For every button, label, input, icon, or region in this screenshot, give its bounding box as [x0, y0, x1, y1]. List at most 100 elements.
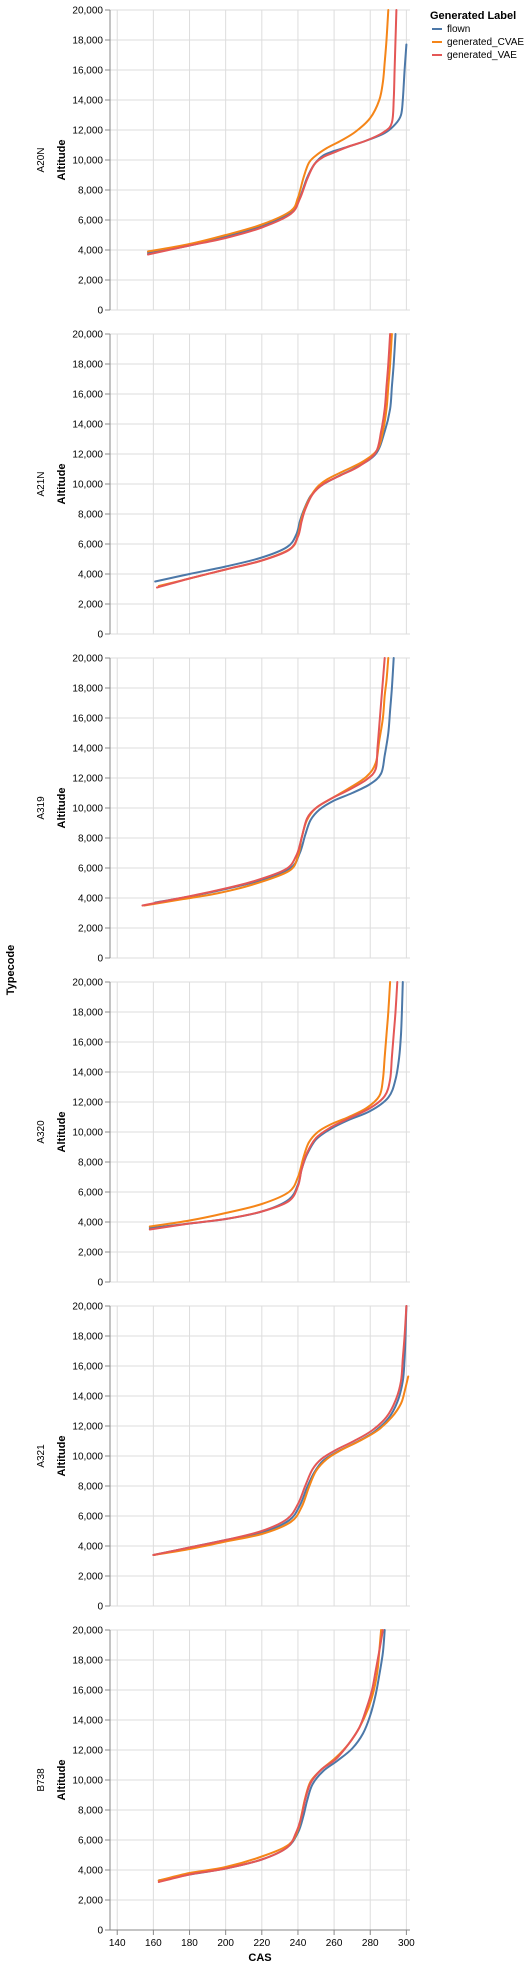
- series-group: [154, 333, 397, 589]
- y-tick-label: 18,000: [72, 684, 103, 695]
- y-tick-label: 0: [97, 954, 103, 965]
- y-tick-label: 12,000: [72, 450, 103, 461]
- facet-label: B738: [36, 1768, 47, 1792]
- y-tick-label: 2,000: [78, 924, 103, 935]
- y-tick-label: 20,000: [72, 6, 103, 17]
- series-group: [147, 9, 408, 256]
- series-line-generated_CVAE: [147, 9, 390, 253]
- y-tick-label: 14,000: [72, 744, 103, 755]
- facet-a319: 0 2,000 4,000 6,000 8,000 10,000 12,000 14,000 1…: [36, 654, 410, 965]
- series-line-generated_CVAE: [148, 981, 392, 1228]
- grid: [110, 981, 410, 1283]
- series-line-generated_VAE: [148, 981, 399, 1231]
- y-tick-label: 6,000: [78, 1188, 103, 1199]
- y-tick-label: 10,000: [72, 1452, 103, 1463]
- x-tick-label: 260: [326, 1938, 343, 1949]
- y-axis-title: Altitude: [56, 1112, 68, 1153]
- grid: [110, 657, 410, 959]
- y-tick-label: 2,000: [78, 1572, 103, 1583]
- y-tick-label: 12,000: [72, 126, 103, 137]
- y-tick-label: 20,000: [72, 978, 103, 989]
- y-tick-label: 6,000: [78, 1512, 103, 1523]
- x-tick-label: 140: [109, 1938, 126, 1949]
- y-tick-label: 18,000: [72, 1008, 103, 1019]
- y-tick-label: 14,000: [72, 1068, 103, 1079]
- facet-label: A20N: [36, 147, 47, 172]
- x-tick-label: 160: [145, 1938, 162, 1949]
- y-tick-label: 6,000: [78, 216, 103, 227]
- y-axis-title: Altitude: [56, 788, 68, 829]
- x-tick-label: 300: [398, 1938, 415, 1949]
- grid: [110, 9, 410, 311]
- y-tick-label: 12,000: [72, 1422, 103, 1433]
- y-tick-label: 12,000: [72, 1746, 103, 1757]
- y-tick-label: 10,000: [72, 1776, 103, 1787]
- y-tick-label: 20,000: [72, 1626, 103, 1637]
- facets: 0 2,000 4,000 6,000 8,000 10,000 12,000 14,000 1…: [36, 6, 410, 1937]
- series-line-flown: [157, 1629, 386, 1882]
- y-tick-label: 0: [97, 1926, 103, 1937]
- y-tick-label: 12,000: [72, 1098, 103, 1109]
- y-tick-label: 8,000: [78, 186, 103, 197]
- y-tick-label: 0: [97, 1278, 103, 1289]
- y-tick-label: 16,000: [72, 390, 103, 401]
- y-tick-label: 8,000: [78, 1806, 103, 1817]
- facet-a21n: 0 2,000 4,000 6,000 8,000 10,000 12,000 14,000 1…: [36, 330, 410, 641]
- x-axis: 140 160 180 200 220 240 260 280 300: [109, 1929, 415, 1949]
- legend-label: flown: [447, 24, 470, 35]
- series-line-generated_CVAE: [157, 1629, 383, 1882]
- y-tick-label: 8,000: [78, 510, 103, 521]
- series-line-generated_VAE: [141, 657, 386, 907]
- y-tick-label: 18,000: [72, 36, 103, 47]
- y-axis: 0 2,000 4,000 6,000 8,000 10,000 12,000 14,000 1…: [56, 330, 111, 641]
- y-tick-label: 4,000: [78, 1218, 103, 1229]
- y-tick-label: 20,000: [72, 654, 103, 665]
- x-tick-label: 200: [217, 1938, 234, 1949]
- y-axis-title: Altitude: [56, 140, 68, 181]
- y-tick-label: 6,000: [78, 1836, 103, 1847]
- grid: [110, 1629, 410, 1931]
- y-tick-label: 12,000: [72, 774, 103, 785]
- facet-label: A321: [36, 1444, 47, 1468]
- series-line-flown: [152, 1305, 408, 1556]
- legend: Generated Label flown generated_CVAEgener…: [430, 10, 524, 61]
- x-tick-label: 180: [181, 1938, 198, 1949]
- series-line-flown: [147, 43, 408, 254]
- y-tick-label: 16,000: [72, 1362, 103, 1373]
- y-tick-label: 8,000: [78, 1482, 103, 1493]
- y-axis: 0 2,000 4,000 6,000 8,000 10,000 12,000 14,000 1…: [56, 1626, 111, 1937]
- y-tick-label: 14,000: [72, 1716, 103, 1727]
- series-line-generated_CVAE: [152, 1375, 410, 1556]
- y-axis-title: Altitude: [56, 464, 68, 505]
- y-axis: 0 2,000 4,000 6,000 8,000 10,000 12,000 14,000 1…: [56, 978, 111, 1289]
- y-tick-label: 2,000: [78, 276, 103, 287]
- series-group: [141, 657, 395, 907]
- series-line-flown: [154, 657, 395, 904]
- legend-entry-generated_VAE: generated_VAE: [432, 50, 517, 61]
- y-tick-label: 8,000: [78, 1158, 103, 1169]
- y-axis: 0 2,000 4,000 6,000 8,000 10,000 12,000 14,000 1…: [56, 6, 111, 317]
- legend-label: generated_CVAE: [447, 37, 524, 48]
- series-line-generated_VAE: [147, 9, 398, 256]
- legend-label: generated_VAE: [447, 50, 517, 61]
- y-tick-label: 0: [97, 306, 103, 317]
- y-tick-label: 8,000: [78, 834, 103, 845]
- facet-a20n: 0 2,000 4,000 6,000 8,000 10,000 12,000 14,000 1…: [36, 6, 410, 317]
- series-line-generated_VAE: [156, 333, 392, 589]
- series-line-generated_VAE: [152, 1305, 408, 1556]
- y-tick-label: 4,000: [78, 1866, 103, 1877]
- series-line-generated_CVAE: [157, 333, 393, 587]
- y-tick-label: 0: [97, 630, 103, 641]
- grid: [110, 333, 410, 635]
- facet-a321: 0 2,000 4,000 6,000 8,000 10,000 12,000 14,000 1…: [36, 1302, 410, 1613]
- series-line-flown: [148, 981, 404, 1229]
- y-tick-label: 6,000: [78, 864, 103, 875]
- x-tick-label: 220: [253, 1938, 270, 1949]
- y-tick-label: 4,000: [78, 894, 103, 905]
- y-tick-label: 18,000: [72, 1656, 103, 1667]
- x-axis-title: CAS: [248, 1952, 271, 1964]
- y-tick-label: 14,000: [72, 420, 103, 431]
- facet-b738: 0 2,000 4,000 6,000 8,000 10,000 12,000 14,000 1…: [36, 1626, 410, 1937]
- y-tick-label: 16,000: [72, 1038, 103, 1049]
